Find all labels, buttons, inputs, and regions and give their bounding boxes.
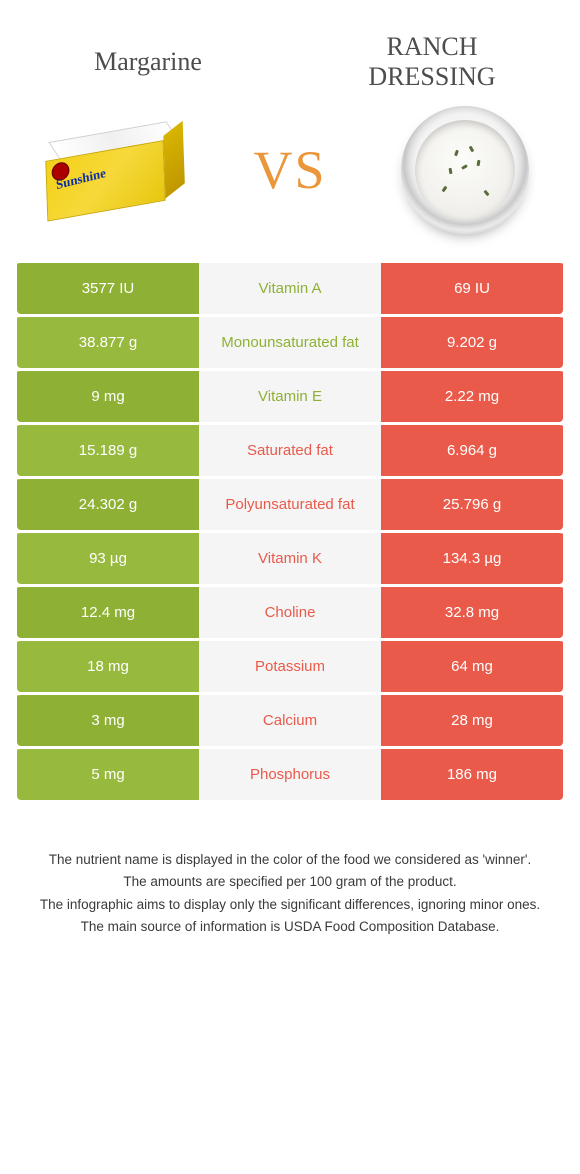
nutrient-label: Potassium <box>199 638 381 692</box>
left-value: 5 mg <box>17 746 199 800</box>
table-row: 5 mgPhosphorus186 mg <box>17 746 563 800</box>
table-row: 18 mgPotassium64 mg <box>17 638 563 692</box>
left-value: 3577 IU <box>17 260 199 314</box>
footer-line: The amounts are specified per 100 gram o… <box>30 872 550 892</box>
nutrient-label: Vitamin A <box>199 260 381 314</box>
left-value: 9 mg <box>17 368 199 422</box>
nutrient-label: Calcium <box>199 692 381 746</box>
margarine-icon: Sunshine <box>45 118 186 221</box>
table-row: 3 mgCalcium28 mg <box>17 692 563 746</box>
table-row: 24.302 gPolyunsaturated fat25.796 g <box>17 476 563 530</box>
right-value: 64 mg <box>381 638 563 692</box>
nutrient-label: Choline <box>199 584 381 638</box>
table-row: 9 mgVitamin E2.22 mg <box>17 368 563 422</box>
left-value: 38.877 g <box>17 314 199 368</box>
table-row: 15.189 gSaturated fat6.964 g <box>17 422 563 476</box>
nutrient-label: Saturated fat <box>199 422 381 476</box>
nutrient-label: Polyunsaturated fat <box>199 476 381 530</box>
vs-row: Sunshine VS <box>0 100 580 260</box>
left-food-image: Sunshine <box>40 110 190 230</box>
ranch-bowl-icon <box>401 106 529 234</box>
nutrient-label: Vitamin K <box>199 530 381 584</box>
right-food-image <box>390 110 540 230</box>
right-value: 25.796 g <box>381 476 563 530</box>
nutrient-label: Phosphorus <box>199 746 381 800</box>
left-value: 93 µg <box>17 530 199 584</box>
footer-line: The nutrient name is displayed in the co… <box>30 850 550 870</box>
table-row: 38.877 gMonounsaturated fat9.202 g <box>17 314 563 368</box>
table-row: 93 µgVitamin K134.3 µg <box>17 530 563 584</box>
right-value: 2.22 mg <box>381 368 563 422</box>
left-value: 24.302 g <box>17 476 199 530</box>
left-value: 3 mg <box>17 692 199 746</box>
right-food-title: RANCH DRESSING <box>332 32 532 92</box>
nutrient-label: Vitamin E <box>199 368 381 422</box>
left-value: 15.189 g <box>17 422 199 476</box>
left-value: 12.4 mg <box>17 584 199 638</box>
right-value: 28 mg <box>381 692 563 746</box>
footer-notes: The nutrient name is displayed in the co… <box>0 850 580 937</box>
right-value: 6.964 g <box>381 422 563 476</box>
right-value: 69 IU <box>381 260 563 314</box>
footer-line: The infographic aims to display only the… <box>30 895 550 915</box>
left-value: 18 mg <box>17 638 199 692</box>
table-row: 3577 IUVitamin A69 IU <box>17 260 563 314</box>
footer-line: The main source of information is USDA F… <box>30 917 550 937</box>
nutrient-label: Monounsaturated fat <box>199 314 381 368</box>
right-value: 9.202 g <box>381 314 563 368</box>
vs-label: VS <box>253 139 326 201</box>
right-value: 186 mg <box>381 746 563 800</box>
table-row: 12.4 mgCholine32.8 mg <box>17 584 563 638</box>
right-value: 134.3 µg <box>381 530 563 584</box>
header-row: Margarine RANCH DRESSING <box>0 0 580 100</box>
right-value: 32.8 mg <box>381 584 563 638</box>
nutrient-table: 3577 IUVitamin A69 IU38.877 gMonounsatur… <box>17 260 563 800</box>
left-food-title: Margarine <box>48 47 248 77</box>
